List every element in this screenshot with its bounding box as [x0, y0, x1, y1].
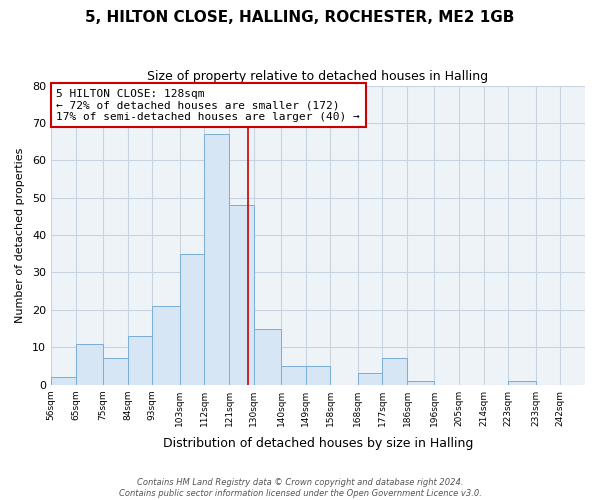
Bar — [358, 374, 382, 384]
Bar — [281, 366, 305, 384]
Y-axis label: Number of detached properties: Number of detached properties — [15, 148, 25, 323]
Bar — [152, 306, 179, 384]
Text: Contains HM Land Registry data © Crown copyright and database right 2024.
Contai: Contains HM Land Registry data © Crown c… — [119, 478, 481, 498]
X-axis label: Distribution of detached houses by size in Halling: Distribution of detached houses by size … — [163, 437, 473, 450]
Bar — [407, 381, 434, 384]
Title: Size of property relative to detached houses in Halling: Size of property relative to detached ho… — [148, 70, 488, 83]
Bar — [51, 377, 76, 384]
Bar — [76, 344, 103, 384]
Bar — [508, 381, 536, 384]
Bar — [179, 254, 205, 384]
Bar — [128, 336, 152, 384]
Bar — [229, 205, 254, 384]
Bar — [382, 358, 407, 384]
Bar — [103, 358, 128, 384]
Bar — [305, 366, 330, 384]
Bar — [205, 134, 229, 384]
Text: 5 HILTON CLOSE: 128sqm
← 72% of detached houses are smaller (172)
17% of semi-de: 5 HILTON CLOSE: 128sqm ← 72% of detached… — [56, 88, 360, 122]
Bar — [254, 328, 281, 384]
Text: 5, HILTON CLOSE, HALLING, ROCHESTER, ME2 1GB: 5, HILTON CLOSE, HALLING, ROCHESTER, ME2… — [85, 10, 515, 25]
